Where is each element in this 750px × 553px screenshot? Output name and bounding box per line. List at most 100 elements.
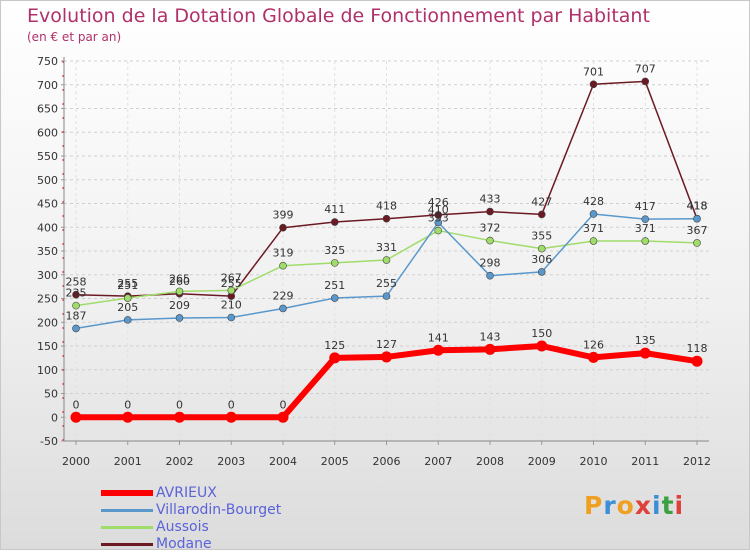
- chart-subtitle: (en € et par an): [27, 30, 122, 44]
- data-label-aussois: 393: [428, 212, 449, 225]
- y-tick-label: 700: [37, 79, 58, 92]
- data-point-aussois: [123, 294, 132, 302]
- data-point-avrieux: [277, 411, 289, 423]
- data-label-villarodin-bourget: 418: [687, 200, 708, 213]
- data-label-modane: 418: [687, 200, 708, 213]
- data-point-avrieux: [225, 411, 237, 423]
- data-point-aussois: [693, 239, 701, 247]
- data-label-villarodin-bourget: 205: [117, 301, 138, 314]
- y-tick-label: 250: [37, 293, 58, 306]
- data-label-villarodin-bourget: 410: [428, 204, 449, 217]
- data-point-modane: [279, 223, 287, 232]
- data-point-aussois: [537, 244, 546, 253]
- x-tick-label: 2006: [373, 455, 401, 468]
- data-point-villarodin-bourget: [330, 294, 339, 302]
- data-point-modane: [589, 80, 598, 89]
- y-tick-label: 0: [51, 411, 58, 424]
- data-point-aussois: [175, 287, 184, 296]
- data-point-villarodin-bourget: [434, 218, 443, 227]
- data-label-villarodin-bourget: 187: [66, 309, 87, 322]
- data-point-avrieux: [432, 344, 444, 356]
- data-point-villarodin-bourget: [641, 215, 650, 223]
- data-point-aussois: [382, 256, 391, 264]
- y-tick-label: 350: [37, 245, 58, 258]
- data-point-modane: [641, 77, 650, 86]
- data-label-modane: 260: [169, 275, 190, 288]
- legend-label-modane: Modane: [156, 536, 212, 552]
- data-point-avrieux: [329, 352, 341, 364]
- data-label-modane: 707: [635, 62, 656, 75]
- data-label-avrieux: 141: [428, 331, 449, 344]
- data-point-avrieux: [484, 343, 496, 355]
- data-point-villarodin-bourget: [227, 313, 236, 322]
- logo-letter: P: [584, 491, 604, 520]
- x-tick-label: 2005: [321, 455, 349, 468]
- data-label-modane: 411: [324, 203, 345, 216]
- series-layer: [70, 77, 703, 423]
- data-label-aussois: 235: [66, 287, 87, 300]
- data-point-villarodin-bourget: [123, 316, 132, 324]
- x-tick-label: 2010: [580, 455, 608, 468]
- data-point-aussois: [227, 286, 236, 295]
- data-point-avrieux: [174, 411, 185, 423]
- data-point-villarodin-bourget: [382, 292, 391, 300]
- data-labels: 258 255 260 255 399 411 418 426 433 427 701 707 418 2…: [66, 62, 708, 411]
- legend-label-aussois: Aussois: [156, 519, 209, 535]
- x-tick-label: 2011: [631, 455, 659, 468]
- data-label-modane: 258: [66, 276, 87, 289]
- data-label-aussois: 265: [169, 272, 190, 285]
- data-label-villarodin-bourget: 298: [480, 257, 501, 270]
- proxiti-logo: Proxiti: [584, 491, 684, 520]
- data-label-aussois: 325: [324, 244, 345, 257]
- data-point-aussois: [279, 261, 287, 270]
- y-tick-label: -50: [40, 435, 58, 448]
- y-tick-label: 450: [37, 198, 58, 211]
- data-point-aussois: [434, 226, 443, 235]
- data-point-avrieux: [122, 411, 134, 423]
- data-label-modane: 427: [531, 195, 552, 208]
- data-label-avrieux: 143: [480, 330, 501, 343]
- data-label-modane: 701: [583, 65, 604, 78]
- legend-label-avrieux: AVRIEUX: [156, 485, 217, 501]
- data-point-avrieux: [588, 351, 599, 363]
- data-point-aussois: [72, 301, 80, 310]
- data-label-villarodin-bourget: 209: [169, 299, 190, 312]
- data-point-aussois: [330, 259, 339, 267]
- y-tick-label: 150: [37, 340, 58, 353]
- data-point-villarodin-bourget: [72, 324, 80, 333]
- data-label-modane: 433: [480, 193, 501, 206]
- data-point-aussois: [486, 236, 494, 245]
- data-label-villarodin-bourget: 255: [376, 277, 397, 290]
- data-label-modane: 255: [221, 277, 242, 290]
- x-tick-label: 2004: [269, 455, 297, 468]
- y-tick-label: 300: [37, 269, 58, 282]
- data-label-aussois: 371: [635, 222, 656, 235]
- y-tick-label: 500: [37, 174, 58, 187]
- y-tick-label: 750: [37, 55, 58, 68]
- data-label-avrieux: 126: [583, 338, 604, 351]
- data-label-aussois: 371: [583, 222, 604, 235]
- y-tick-label: 600: [37, 126, 58, 139]
- data-label-modane: 426: [428, 196, 449, 209]
- data-point-avrieux: [691, 355, 703, 367]
- y-tick-label: 650: [37, 103, 58, 116]
- data-label-aussois: 331: [376, 241, 397, 254]
- data-point-modane: [537, 210, 546, 219]
- legend-swatch-aussois: [101, 526, 153, 529]
- logo-letter: o: [616, 491, 635, 520]
- data-label-avrieux: 0: [280, 398, 287, 411]
- data-point-villarodin-bourget: [589, 210, 598, 218]
- data-label-modane: 418: [376, 200, 397, 213]
- data-label-villarodin-bourget: 251: [324, 279, 345, 292]
- data-point-modane: [382, 214, 391, 223]
- legend-swatch-avrieux: [101, 490, 153, 496]
- data-point-modane: [486, 207, 494, 216]
- x-tick-label: 2008: [476, 455, 504, 468]
- chart-title: Evolution de la Dotation Globale de Fonc…: [27, 5, 650, 27]
- data-label-villarodin-bourget: 417: [635, 200, 656, 213]
- y-tick-label: 100: [37, 364, 58, 377]
- data-label-aussois: 372: [480, 222, 501, 235]
- data-point-modane: [330, 218, 339, 226]
- x-tick-label: 2009: [528, 455, 556, 468]
- data-label-avrieux: 0: [176, 398, 183, 411]
